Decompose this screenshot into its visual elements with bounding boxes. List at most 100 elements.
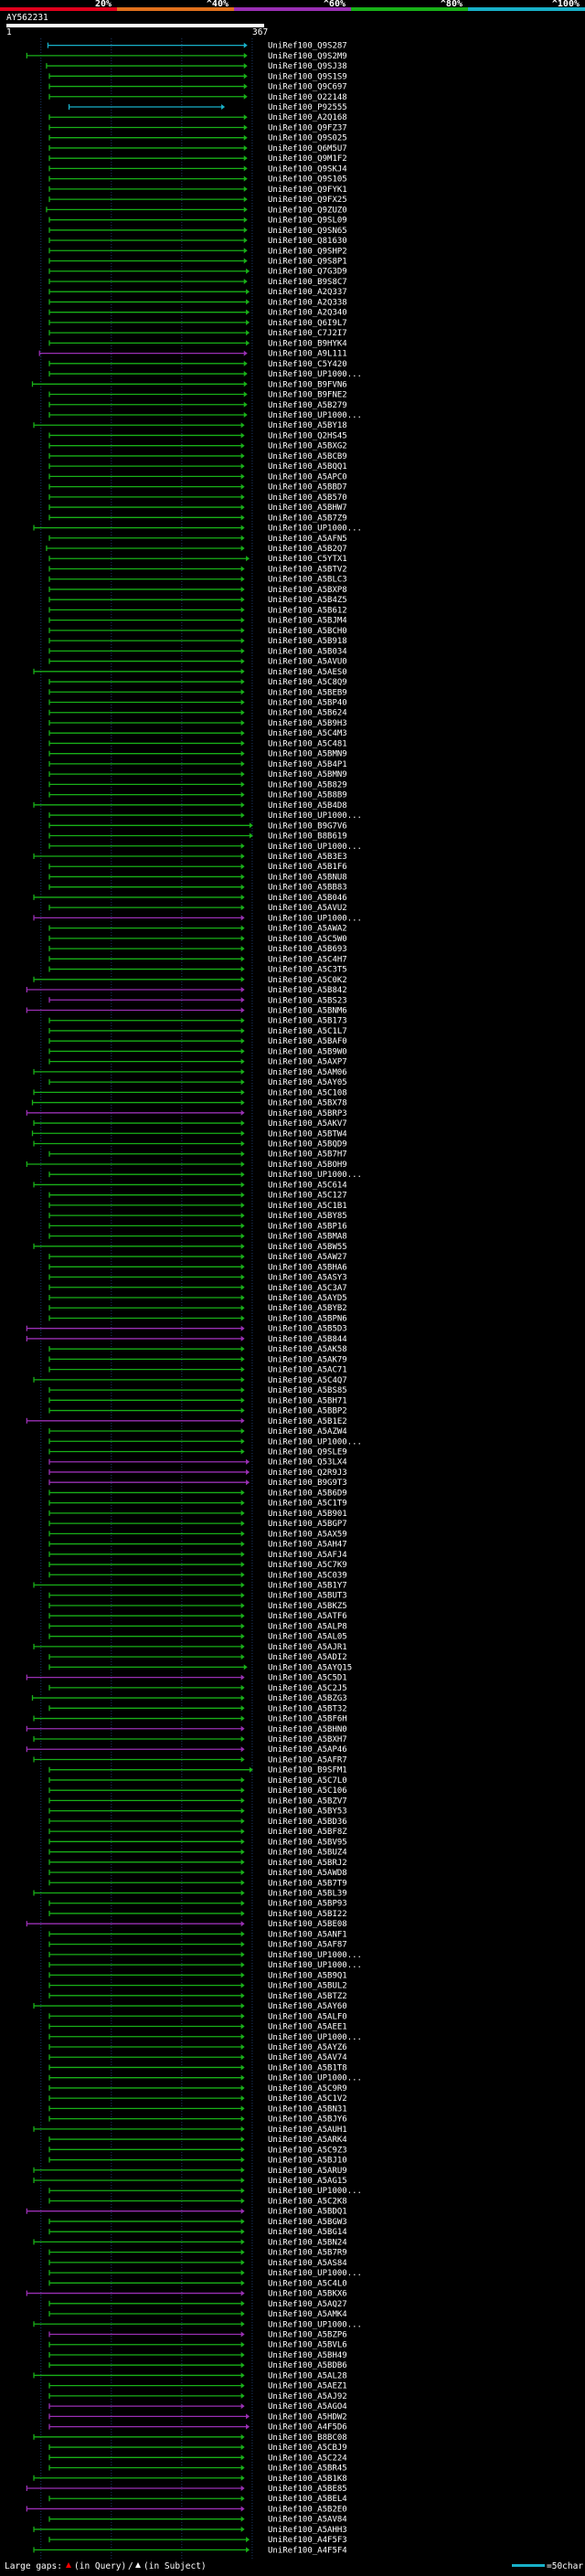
scale-band bbox=[468, 7, 585, 11]
hit-label: UniRef100_A5BH71 bbox=[268, 1396, 347, 1405]
hit-label: UniRef100_Q7G3D9 bbox=[268, 268, 347, 277]
hit-row: UniRef100_A5BQQ1 bbox=[48, 462, 347, 472]
hit-label: UniRef100_A5C0K2 bbox=[268, 976, 347, 985]
hit-end-arrow bbox=[240, 679, 245, 685]
hit-row: UniRef100_A5B612 bbox=[48, 606, 347, 615]
hit-row: UniRef100_B9S8C7 bbox=[48, 278, 347, 287]
hit-row: UniRef100_A5C4M3 bbox=[48, 729, 347, 738]
hit-label: UniRef100_C7J2I7 bbox=[268, 329, 347, 338]
hit-row: UniRef100_A5BF6H bbox=[33, 1715, 347, 1724]
hit-end-arrow bbox=[249, 1766, 253, 1773]
hit-end-arrow bbox=[240, 1335, 245, 1341]
hit-label: UniRef100_A5BY85 bbox=[268, 1212, 347, 1221]
hit-row: UniRef100_A5AF87 bbox=[48, 1941, 347, 1950]
hit-end-arrow bbox=[243, 186, 248, 192]
hit-row: UniRef100_A5AL05 bbox=[48, 1633, 347, 1642]
hit-row: UniRef100_Q9SKJ4 bbox=[48, 164, 347, 174]
hit-label: UniRef100_A5BJ10 bbox=[268, 2157, 347, 2166]
hit-label: UniRef100_A5C2K8 bbox=[268, 2197, 347, 2206]
hit-row: UniRef100_O22148 bbox=[48, 93, 347, 102]
hit-row: UniRef100_Q9FYK1 bbox=[48, 186, 347, 195]
hit-label: UniRef100_A5APC0 bbox=[268, 472, 347, 482]
hit-row: UniRef100_Q9SL09 bbox=[48, 217, 347, 226]
hit-row: UniRef100_A5AYD5 bbox=[48, 1294, 347, 1303]
scale-band bbox=[234, 7, 351, 11]
hit-label: UniRef100_A5ARK4 bbox=[268, 2136, 347, 2145]
hit-row: UniRef100_A5AV84 bbox=[48, 2516, 347, 2525]
hit-label: UniRef100_A5C5D1 bbox=[268, 1674, 347, 1683]
legend-separator: / bbox=[128, 2561, 133, 2571]
hit-label: UniRef100_A5BP93 bbox=[268, 1900, 347, 1909]
hit-end-arrow bbox=[240, 1213, 245, 1219]
hit-end-arrow bbox=[240, 2157, 245, 2163]
hit-row: UniRef100_UP1000... bbox=[48, 811, 362, 821]
hit-end-arrow bbox=[243, 73, 248, 80]
hit-row: UniRef100_A5ADI2 bbox=[48, 1653, 347, 1662]
hit-label: UniRef100_A5B1T8 bbox=[268, 2063, 347, 2072]
grid-lines bbox=[40, 38, 253, 2559]
hit-label: UniRef100_Q53LX4 bbox=[268, 1458, 347, 1468]
hit-row: UniRef100_A5BCH0 bbox=[48, 627, 347, 636]
hit-row: UniRef100_A5B570 bbox=[48, 493, 347, 503]
hit-end-arrow bbox=[249, 832, 253, 839]
hit-label: UniRef100_UP1000... bbox=[268, 1171, 362, 1180]
hit-end-arrow bbox=[246, 2547, 250, 2553]
hit-label: UniRef100_A5BBP2 bbox=[268, 1407, 347, 1416]
identity-scale-labels: 20% ^40% ^60% ^80% ^100% bbox=[95, 0, 580, 9]
hit-row: UniRef100_A5BBD7 bbox=[48, 483, 347, 493]
hit-end-arrow bbox=[240, 1870, 245, 1876]
hit-end-arrow bbox=[240, 1448, 245, 1455]
hit-end-arrow bbox=[240, 1428, 245, 1435]
hit-row: UniRef100_A5BB83 bbox=[48, 884, 347, 893]
hit-end-arrow bbox=[240, 525, 245, 531]
hit-label: UniRef100_A5AQ27 bbox=[268, 2300, 347, 2309]
hit-end-arrow bbox=[240, 2115, 245, 2122]
hit-end-arrow bbox=[240, 2003, 245, 2009]
hit-row: UniRef100_A5AYZ6 bbox=[48, 2043, 347, 2052]
hit-end-arrow bbox=[240, 1849, 245, 1855]
hit-end-arrow bbox=[240, 2280, 245, 2286]
hit-label: UniRef100_Q2HS45 bbox=[268, 431, 347, 440]
hit-label: UniRef100_A5AL28 bbox=[268, 2371, 347, 2380]
hit-row: UniRef100_P92555 bbox=[68, 103, 347, 112]
hit-label: UniRef100_Q9SKJ4 bbox=[268, 164, 347, 174]
hit-label: UniRef100_A5AFN5 bbox=[268, 535, 347, 544]
hit-label: UniRef100_A5BXH7 bbox=[268, 1735, 347, 1744]
hit-row: UniRef100_A5B1F6 bbox=[48, 863, 347, 872]
hit-end-arrow bbox=[240, 1623, 245, 1629]
hit-end-arrow bbox=[240, 1829, 245, 1835]
hit-row: UniRef100_A5C5W0 bbox=[48, 935, 347, 944]
hit-label: UniRef100_A5BNU8 bbox=[268, 873, 347, 882]
hit-row: UniRef100_A5BUL2 bbox=[48, 1982, 347, 1991]
hit-label: UniRef100_A5BF6H bbox=[268, 1715, 347, 1724]
hit-row: UniRef100_A5BRP3 bbox=[26, 1109, 347, 1118]
hit-row: UniRef100_C5YTX1 bbox=[48, 555, 347, 564]
hit-row: UniRef100_A5B034 bbox=[48, 647, 347, 656]
hit-end-arrow bbox=[243, 248, 248, 254]
scale-band bbox=[117, 7, 234, 11]
hit-end-arrow bbox=[240, 2147, 245, 2153]
hit-end-arrow bbox=[240, 2270, 245, 2276]
hit-label: UniRef100_B9G7V6 bbox=[268, 822, 347, 831]
hit-label: UniRef100_A5BV95 bbox=[268, 1838, 347, 1847]
hit-label: UniRef100_A5BTW4 bbox=[268, 1129, 347, 1139]
hit-label: UniRef100_A5AP46 bbox=[268, 1745, 347, 1754]
hit-row: UniRef100_A5BN31 bbox=[48, 2104, 347, 2114]
scale-band bbox=[0, 7, 117, 11]
hit-end-arrow bbox=[240, 2331, 245, 2337]
hit-end-arrow bbox=[240, 2516, 245, 2522]
bottom-legend: Large gaps: (in Query) / (in Subject) =5… bbox=[5, 2561, 585, 2571]
hit-end-arrow bbox=[240, 504, 245, 511]
hit-row: UniRef100_A5BRJ2 bbox=[48, 1859, 347, 1868]
hit-label: UniRef100_A5BHN0 bbox=[268, 1725, 347, 1734]
hit-label: UniRef100_A5B9W0 bbox=[268, 1047, 347, 1056]
hit-label: UniRef100_Q9FZ37 bbox=[268, 123, 347, 133]
hit-label: UniRef100_A5ADI2 bbox=[268, 1653, 347, 1662]
hit-end-arrow bbox=[240, 699, 245, 705]
hit-label: UniRef100_A5AYZ6 bbox=[268, 2043, 347, 2052]
hit-row: UniRef100_A5C108 bbox=[33, 1088, 347, 1097]
scale-label: ^100% bbox=[552, 0, 580, 9]
hit-row: UniRef100_A5BYB2 bbox=[48, 1304, 347, 1313]
hit-label: UniRef100_A5B2E0 bbox=[268, 2505, 347, 2514]
hit-row: UniRef100_A5B9Q1 bbox=[48, 1971, 347, 1980]
